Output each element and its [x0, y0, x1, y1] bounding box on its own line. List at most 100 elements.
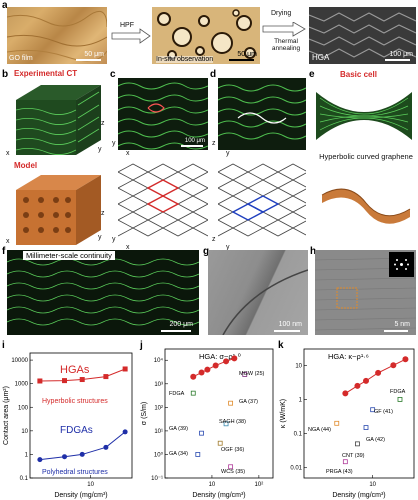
chart-k-hga-point	[342, 390, 349, 397]
chart-k-hga-point	[390, 362, 397, 369]
panel-c-letter: c	[110, 69, 116, 80]
chart-j-ref-label: MGW (25)	[239, 371, 265, 377]
chart-j-xlabel: Density (mg/cm³)	[192, 492, 245, 499]
chart-k-hga-point	[375, 369, 382, 376]
in-situ-label: In-situ observation	[156, 56, 214, 63]
chart-k-ref-label: GF (41)	[374, 409, 393, 415]
drying-arrow: Drying Thermal annealing	[261, 10, 309, 54]
chart-k-frame	[303, 348, 415, 479]
chart-j-ytick-label: 10²	[154, 405, 163, 411]
chart-i-xlabel: Density (mg/cm³)	[54, 492, 107, 499]
millimeter-scale-image: Millimeter-scale continuity 200 μm	[7, 250, 199, 335]
chart-k-ref-point	[334, 420, 340, 426]
chart-j-xtick-label: 10²	[255, 482, 264, 488]
chart-k-ref-label: NGA (44)	[308, 427, 331, 433]
chart-i-point	[122, 366, 128, 372]
chart-i-point	[122, 429, 128, 435]
go-film-scale-bar	[76, 59, 101, 61]
hyperbolic-saddle	[318, 175, 414, 235]
chart-k-ytick-label: 0.01	[290, 466, 302, 472]
experimental-ct-label: Experimental CT	[14, 69, 78, 78]
basic-cell-drawing	[316, 92, 412, 140]
millimeter-scale-label: Millimeter-scale continuity	[23, 251, 115, 260]
hpf-label: HPF	[120, 22, 134, 29]
hga-scale-bar	[385, 59, 410, 61]
chart-i-ytick-label: 10	[21, 429, 28, 435]
chart-j-ref-point	[223, 421, 229, 427]
go-film-label: GO film	[9, 55, 33, 62]
chart-k-ref-label: GA (42)	[366, 437, 385, 443]
panel-d-ct-lines	[218, 84, 306, 140]
hga-scale-text: 100 μm	[389, 51, 414, 58]
chart-i-ytick-label: 10000	[11, 358, 28, 364]
in-situ-scale-text: 50 μm	[237, 51, 257, 58]
chart-k-xlabel: Density (mg/cm³)	[332, 492, 385, 499]
ct-axis-y: y	[98, 146, 102, 153]
ct-cube: x y z	[6, 80, 106, 160]
chart-contact-area: 0.1 1 10 100 1000 10000 10 Density (mg/cm³) Cont…	[3, 352, 133, 499]
panel-j-letter: j	[140, 340, 143, 351]
panel-d-model-axis-y: y	[226, 244, 230, 251]
panel-c-scale-bar	[181, 145, 203, 147]
panel-d-letter: d	[210, 69, 217, 80]
panel-c-model-axis-y: y	[112, 236, 116, 243]
thermal-annealing-label: Thermal annealing	[271, 38, 301, 52]
chart-j-frame	[164, 348, 274, 479]
model-cube: x y z	[6, 170, 106, 248]
chart-k-ref-label: FDGA	[390, 389, 406, 395]
chart-i-point	[62, 454, 68, 460]
chart-j-ref-point	[199, 430, 204, 436]
chart-k-ref-label: PRGA (43)	[326, 469, 353, 475]
chart-k-ytick-label: 10	[295, 363, 302, 369]
chart-i-annotation-fdgas: FDGAs	[60, 425, 93, 436]
chart-j-hga-point	[231, 355, 238, 362]
model-axis-x: x	[6, 238, 10, 245]
hrtem-texture	[315, 252, 416, 331]
chart-j-ref-label: GA (34)	[169, 451, 188, 457]
tem-edge	[222, 269, 308, 335]
chart-j-hga-point	[212, 362, 219, 369]
chart-k-ref-label: CNT (39)	[342, 453, 365, 459]
panel-b-letter: b	[2, 69, 9, 80]
model-axis-y: y	[98, 234, 102, 241]
chart-thermal: 0.01 0.1 1 10 10 Density (mg/cm³) κ (W/mK) HGA:…	[280, 348, 415, 499]
go-film-image: GO film 50 μm	[7, 7, 107, 64]
panel-d-lattice-drawing	[217, 163, 307, 237]
chart-i-point	[37, 378, 43, 384]
chart-j-hga-point	[190, 373, 197, 380]
chart-i-point	[79, 377, 85, 383]
hrtem-image: 5 nm	[315, 250, 416, 335]
panel-h-scale-bar	[384, 330, 408, 332]
chart-i-point	[79, 451, 85, 457]
chart-j-ytick-label: 10⁻¹	[151, 476, 163, 482]
chart-i-frame	[29, 352, 133, 479]
hga-sem-image: HGA 100 μm	[309, 7, 416, 64]
panel-d-axis-y: y	[226, 150, 230, 157]
chart-i-point	[37, 457, 43, 463]
chart-j-ytick-label: 10⁰	[154, 451, 164, 458]
chart-j-ref-label: FDGA	[169, 391, 185, 397]
panel-c-ct-slice: 100 μm	[118, 78, 208, 150]
chart-j-hga-point	[198, 369, 205, 376]
chart-j-ref-label: GA (37)	[239, 399, 258, 405]
chart-j-ylabel: σ (S/m)	[141, 402, 148, 425]
panel-c-model-axis-x: x	[126, 244, 130, 251]
panel-f-letter: f	[2, 246, 6, 257]
chart-j-ref-point	[228, 400, 234, 406]
chart-k-hga-point	[363, 377, 370, 384]
chart-j-hga-point	[223, 358, 230, 365]
chart-j-ref-point	[242, 372, 248, 377]
chart-j-hga-point	[204, 366, 211, 373]
chart-i-annotation-hyperbolic: Hyperbolic structures	[42, 398, 108, 405]
chart-j-ref-point	[217, 440, 223, 446]
chart-k-hga-point	[402, 356, 409, 363]
drying-label: Drying	[271, 10, 292, 17]
chart-k-title: HGA: κ~ρ¹·⁶	[328, 352, 369, 361]
model-label: Model	[14, 161, 38, 170]
panel-c-ct-lines	[118, 82, 208, 150]
chart-k-ref-point	[397, 397, 403, 402]
panel-c-axis-y: y	[112, 140, 116, 147]
chart-j-ref-point	[190, 390, 196, 396]
millimeter-scale-lines	[7, 258, 199, 326]
chart-k-ref-point	[342, 459, 348, 465]
